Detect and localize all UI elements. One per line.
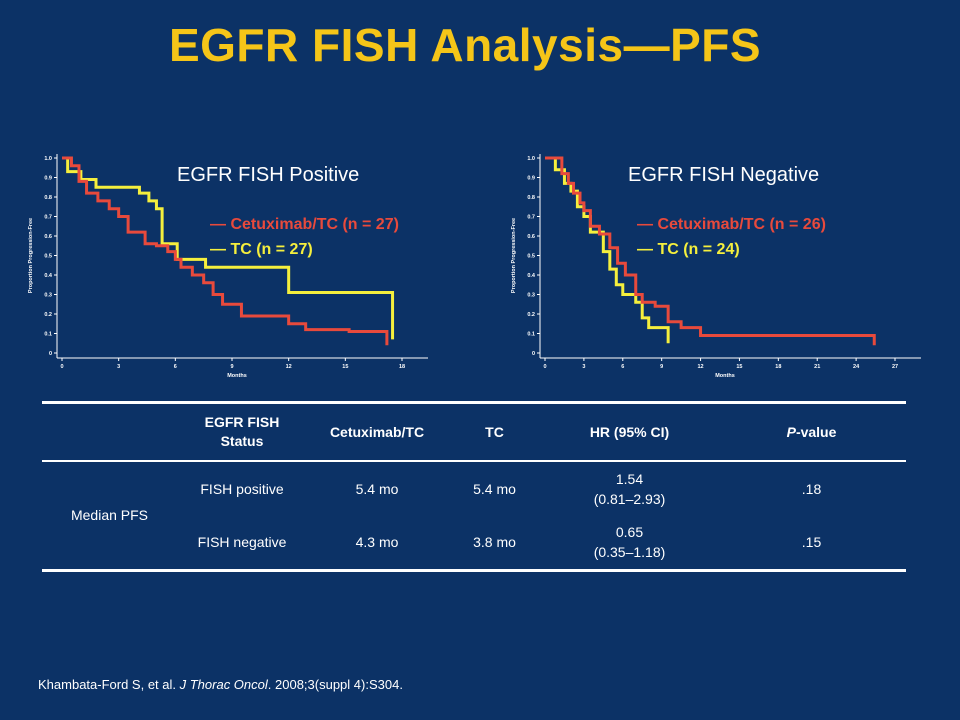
x-tick-label-negative: 27	[892, 364, 898, 370]
x-tick-label-negative: 9	[660, 364, 663, 370]
cell-tc: 3.8 mo	[473, 534, 516, 551]
y-tick-label-positive: 0.3	[44, 293, 52, 299]
y-tick-label-positive: 0.1	[44, 332, 52, 338]
cell-status: FISH positive	[200, 480, 284, 497]
cell-tc: 5.4 mo	[473, 480, 516, 497]
y-tick-label-positive: 0.7	[44, 215, 52, 221]
y-tick-label-negative: 0.9	[527, 176, 535, 182]
cell-hr-ci: (0.81–2.93)	[593, 490, 666, 507]
legend-negative: — Cetuximab/TC (n = 26) — TC (n = 24)	[637, 212, 826, 262]
cell-hr-value: 0.65	[615, 524, 644, 541]
y-tick-label-negative: 0.5	[527, 254, 535, 260]
header-tc: TC	[485, 423, 504, 440]
slide-title: EGFR FISH Analysis—PFS	[168, 19, 762, 71]
header-pvalue: P-value	[786, 423, 837, 440]
y-tick-label-positive: 0.9	[44, 176, 52, 182]
y-tick-label-negative: 0.2	[527, 312, 535, 318]
legend-item-tc-positive: — TC (n = 27)	[210, 241, 313, 258]
cell-cetuximab: 5.4 mo	[355, 480, 399, 497]
table-header-row: EGFR FISH Status Cetuximab/TC TC HR (95%…	[42, 403, 906, 461]
x-tick-label-positive: 0	[60, 364, 63, 370]
x-axis-label-positive: Months	[227, 373, 247, 379]
x-tick-label-positive: 6	[174, 364, 177, 370]
cell-pvalue: .15	[801, 534, 822, 551]
y-axis-label-negative: Proportion Progression-Free	[511, 218, 517, 293]
y-tick-label-negative: 0.1	[527, 332, 535, 338]
header-status: EGFR FISH Status	[204, 413, 280, 449]
cell-hr-ci: (0.35–1.18)	[593, 544, 666, 561]
y-tick-label-positive: 1.0	[44, 156, 52, 162]
chart-title-negative: EGFR FISH Negative	[628, 164, 820, 186]
x-tick-label-positive: 18	[399, 364, 405, 370]
header-blank	[42, 403, 177, 461]
y-tick-label-negative: 1.0	[527, 156, 535, 162]
x-tick-label-negative: 0	[543, 364, 546, 370]
cell-hr-value: 1.54	[615, 470, 644, 487]
x-tick-label-negative: 15	[736, 364, 742, 370]
x-tick-label-negative: 3	[582, 364, 585, 370]
y-tick-label-negative: 0.8	[527, 195, 535, 201]
legend-item-tc-negative: — TC (n = 24)	[637, 241, 740, 258]
y-tick-label-positive: 0.5	[44, 254, 52, 260]
x-tick-label-negative: 21	[814, 364, 820, 370]
table-row: FISH negative 4.3 mo 3.8 mo 0.65 (0.35–1…	[42, 516, 906, 571]
x-tick-label-positive: 9	[230, 364, 233, 370]
x-tick-label-positive: 3	[117, 364, 120, 370]
x-tick-label-positive: 12	[286, 364, 292, 370]
cell-hr: 0.65 (0.35–1.18)	[542, 516, 717, 571]
cell-pvalue: .18	[801, 480, 822, 497]
y-tick-label-positive: 0.4	[44, 273, 53, 279]
y-tick-label-positive: 0	[49, 351, 52, 357]
y-tick-label-negative: 0.6	[527, 234, 535, 240]
header-cetuximab: Cetuximab/TC	[329, 423, 425, 440]
y-tick-label-negative: 0	[532, 351, 535, 357]
y-tick-label-negative: 0.7	[527, 215, 535, 221]
legend-positive: — Cetuximab/TC (n = 27) — TC (n = 27)	[210, 212, 399, 262]
legend-item-cetuximab-negative: — Cetuximab/TC (n = 26)	[637, 216, 826, 233]
group-label: Median PFS	[70, 507, 149, 524]
y-axis-label-positive: Proportion Progression-Free	[28, 218, 34, 293]
x-axis-label-negative: Months	[715, 373, 735, 379]
y-tick-label-positive: 0.2	[44, 312, 52, 318]
legend-item-cetuximab-positive: — Cetuximab/TC (n = 27)	[210, 216, 399, 233]
cell-cetuximab: 4.3 mo	[355, 534, 399, 551]
header-hr: HR (95% CI)	[589, 423, 670, 440]
chart-title-positive: EGFR FISH Positive	[177, 164, 360, 186]
y-tick-label-negative: 0.4	[527, 273, 536, 279]
y-tick-label-positive: 0.6	[44, 234, 52, 240]
table-row: Median PFS FISH positive 5.4 mo 5.4 mo 1…	[42, 461, 906, 524]
y-tick-label-negative: 0.3	[527, 293, 535, 299]
citation: Khambata-Ford S, et al. J Thorac Oncol. …	[38, 677, 403, 692]
x-tick-label-negative: 18	[775, 364, 781, 370]
x-tick-label-negative: 12	[697, 364, 703, 370]
cell-hr: 1.54 (0.81–2.93)	[542, 461, 717, 516]
cell-status: FISH negative	[197, 534, 287, 551]
x-tick-label-positive: 15	[342, 364, 348, 370]
y-tick-label-positive: 0.8	[44, 195, 52, 201]
results-table: EGFR FISH Status Cetuximab/TC TC HR (95%…	[42, 401, 906, 572]
x-tick-label-negative: 6	[621, 364, 624, 370]
x-tick-label-negative: 24	[853, 364, 860, 370]
